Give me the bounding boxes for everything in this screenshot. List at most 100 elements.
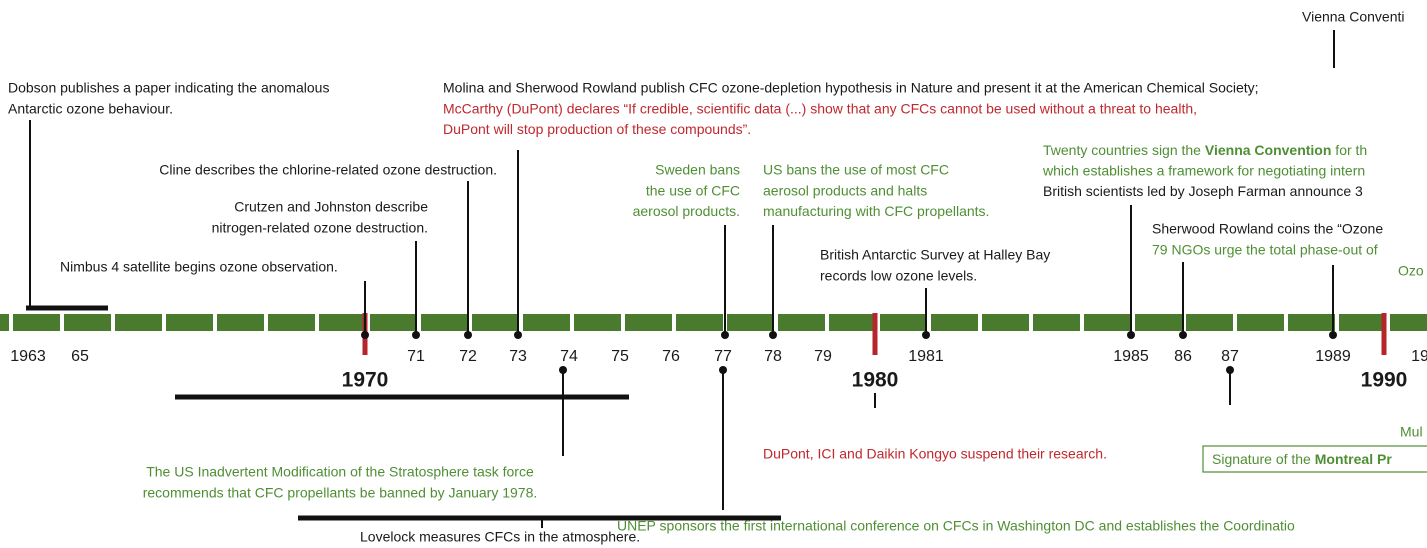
event-text: British Antarctic Survey at Halley Bay [820, 247, 1050, 263]
year-label: 87 [1221, 348, 1239, 365]
segment [982, 314, 1029, 331]
segment [727, 314, 774, 331]
event-text: aerosol products and halts [763, 182, 927, 198]
event-text: Nimbus 4 satellite begins ozone observat… [60, 259, 338, 275]
dots [361, 331, 1337, 374]
dot [559, 366, 567, 374]
year-label: 1981 [908, 348, 944, 365]
year-label: 1989 [1315, 348, 1351, 365]
event-text: aerosol products. [633, 203, 740, 219]
segment [574, 314, 621, 331]
event-text: Lovelock measures CFCs in the atmosphere… [360, 529, 640, 545]
event-text: 79 NGOs urge the total phase-out of [1152, 241, 1378, 257]
segment [0, 314, 9, 331]
event-text: Ozo [1398, 263, 1424, 279]
segment [1288, 314, 1335, 331]
segment [13, 314, 60, 331]
event-text: Twenty countries sign the Vienna Convent… [1043, 142, 1367, 158]
decade-label: 1990 [1361, 369, 1408, 392]
segment [880, 314, 927, 331]
event-text-part: Vienna Convention [1205, 142, 1332, 158]
segment [1339, 314, 1386, 331]
event-box [1202, 445, 1427, 473]
event-text: Vienna Conventi [1302, 9, 1404, 25]
segment [421, 314, 468, 331]
event-text: British scientists led by Joseph Farman … [1043, 183, 1363, 199]
segment [115, 314, 162, 331]
segment [1237, 314, 1284, 331]
event-text: DuPont, ICI and Daikin Kongyo suspend th… [763, 446, 1107, 462]
event-text: The US Inadvertent Modification of the S… [146, 464, 534, 480]
year-label: 19 [1411, 348, 1427, 365]
segment [523, 314, 570, 331]
year-label: 1963 [10, 348, 46, 365]
year-label: 77 [714, 348, 732, 365]
dot [361, 331, 369, 339]
event-text: records low ozone levels. [820, 267, 977, 283]
event-text: the use of CFC [646, 182, 740, 198]
segment [370, 314, 417, 331]
segment [217, 314, 264, 331]
dot [514, 331, 522, 339]
dot [412, 331, 420, 339]
event-text: Molina and Sherwood Rowland publish CFC … [443, 80, 1259, 96]
segment [1084, 314, 1131, 331]
segment [64, 314, 111, 331]
event-text: Sherwood Rowland coins the “Ozone [1152, 221, 1383, 237]
event-text: US bans the use of most CFC [763, 162, 949, 178]
event-text: which establishes a framework for negoti… [1042, 162, 1365, 178]
dot [464, 331, 472, 339]
segment [268, 314, 315, 331]
year-label: 76 [662, 348, 680, 365]
timeline-bar [0, 313, 1427, 355]
dot [1179, 331, 1187, 339]
segment [625, 314, 672, 331]
event-text: Sweden bans [655, 162, 740, 178]
segment [472, 314, 519, 331]
segment [319, 314, 366, 331]
year-label: 1985 [1113, 348, 1149, 365]
dot [719, 366, 727, 374]
segment [1033, 314, 1080, 331]
year-label: 74 [560, 348, 578, 365]
year-label: 86 [1174, 348, 1192, 365]
decade-label: 1970 [342, 369, 389, 392]
segment [1390, 314, 1427, 331]
event-text: Signature of the Montreal Pr [1212, 451, 1392, 467]
event-text-part: Signature of the [1212, 451, 1315, 467]
event-text: DuPont will stop production of these com… [443, 121, 751, 137]
segment [778, 314, 825, 331]
year-label: 71 [407, 348, 425, 365]
year-label: 79 [814, 348, 832, 365]
dot [721, 331, 729, 339]
event-text: recommends that CFC propellants be banne… [143, 484, 538, 500]
decade-mark [872, 313, 878, 355]
event-text: Antarctic ozone behaviour. [8, 100, 173, 116]
event-text-part: Twenty countries sign the [1043, 142, 1205, 158]
dot [922, 331, 930, 339]
segment [676, 314, 723, 331]
event-text: Cline describes the chlorine-related ozo… [159, 162, 497, 178]
event-text: Crutzen and Johnston describe [234, 199, 428, 215]
event-text: UNEP sponsors the first international co… [617, 518, 1295, 534]
segment [1186, 314, 1233, 331]
event-text-part: Montreal Pr [1315, 451, 1393, 467]
dot [1127, 331, 1135, 339]
decade-label: 1980 [852, 369, 899, 392]
segment [1135, 314, 1182, 331]
year-label: 72 [459, 348, 477, 365]
year-label: 73 [509, 348, 527, 365]
event-text: manufacturing with CFC propellants. [763, 203, 989, 219]
dot [1226, 366, 1234, 374]
event-text: Dobson publishes a paper indicating the … [8, 80, 329, 96]
decade-mark [1381, 313, 1387, 355]
event-text: McCarthy (DuPont) declares “If credible,… [443, 100, 1197, 116]
event-text-part: for th [1331, 142, 1367, 158]
segment [166, 314, 213, 331]
year-label: 65 [71, 348, 89, 365]
year-label: 75 [611, 348, 629, 365]
segment [931, 314, 978, 331]
segment [829, 314, 876, 331]
dot [1329, 331, 1337, 339]
